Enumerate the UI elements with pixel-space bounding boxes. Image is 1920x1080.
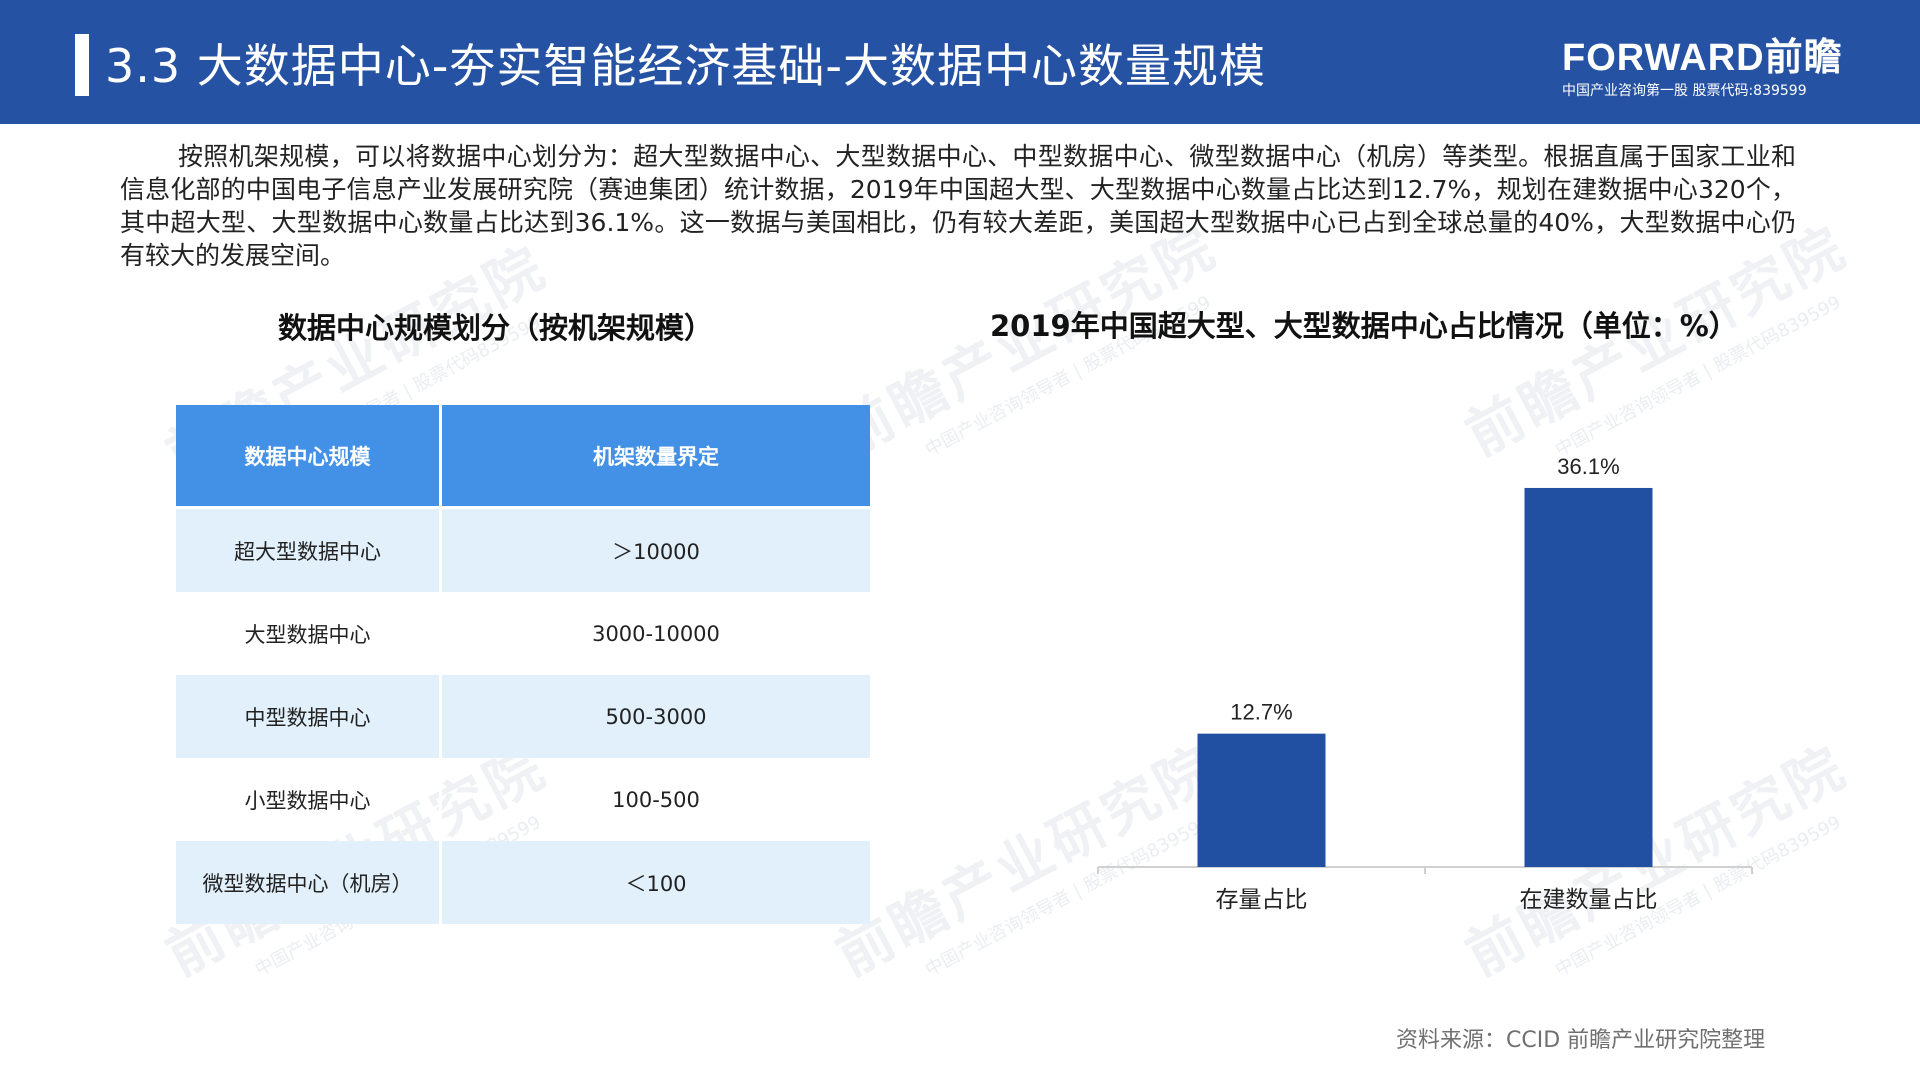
bar-chart: 12.7% 存量占比 36.1% 在建数量占比 (1097, 454, 1753, 913)
table-title: 数据中心规模划分（按机架规模） (278, 311, 714, 345)
table-cell: ＞10000 (442, 509, 870, 592)
brand-logo: FORWARD前瞻 中国产业咨询第一股 股票代码:839599 (1562, 36, 1852, 100)
table-header-cell: 机架数量界定 (442, 405, 870, 506)
bar (1524, 487, 1653, 867)
table-cell: 中型数据中心 (176, 675, 442, 758)
table-cell: 100-500 (612, 787, 700, 812)
bar-value-label: 12.7% (1230, 700, 1292, 725)
scale-table: 数据中心规模 机架数量界定 超大型数据中心 ＞10000 大型数据中心 3000… (176, 405, 870, 924)
header-accent-bar (75, 34, 89, 96)
table-row: 中型数据中心 500-3000 (176, 675, 870, 758)
intro-paragraph: 按照机架规模，可以将数据中心划分为：超大型数据中心、大型数据中心、中型数据中心、… (120, 142, 1796, 270)
table-header-row: 数据中心规模 机架数量界定 (176, 405, 870, 506)
table-cell: 微型数据中心（机房） (176, 841, 442, 924)
source-note: 资料来源：CCID 前瞻产业研究院整理 (1396, 1028, 1766, 1053)
bar-value-label: 36.1% (1557, 454, 1619, 479)
header-banner: 3.3 大数据中心-夯实智能经济基础-大数据中心数量规模 FORWARD前瞻 中… (0, 0, 1920, 124)
table-row: 微型数据中心（机房） ＜100 (176, 841, 870, 924)
x-tick-label: 在建数量占比 (1520, 887, 1658, 913)
table-cell: 小型数据中心 (176, 758, 442, 841)
table-row: 超大型数据中心 ＞10000 (176, 509, 870, 592)
brand-tagline: 中国产业咨询第一股 股票代码:839599 (1562, 83, 1807, 99)
table-cell: ＜100 (442, 841, 870, 924)
page-title: 3.3 大数据中心-夯实智能经济基础-大数据中心数量规模 (105, 39, 1266, 93)
table-cell: 超大型数据中心 (176, 509, 442, 592)
table-header-cell: 数据中心规模 (176, 405, 442, 506)
table-cell: 大型数据中心 (176, 592, 442, 675)
chart-title: 2019年中国超大型、大型数据中心占比情况（单位：%） (990, 309, 1738, 343)
brand-name: FORWARD前瞻 (1562, 37, 1843, 79)
bar (1197, 733, 1326, 867)
table-cell: 3000-10000 (592, 621, 720, 646)
table-cell: 500-3000 (442, 675, 870, 758)
table-row: 小型数据中心 100-500 (176, 758, 870, 841)
table-row: 大型数据中心 3000-10000 (176, 592, 870, 675)
x-tick-label: 存量占比 (1216, 887, 1308, 913)
